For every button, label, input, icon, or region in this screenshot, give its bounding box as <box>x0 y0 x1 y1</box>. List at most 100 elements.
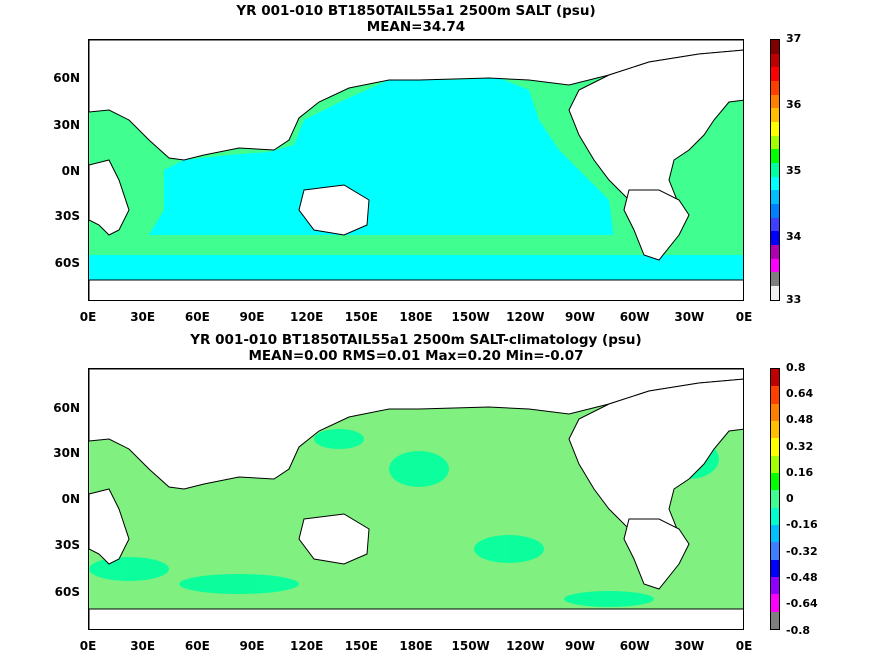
map2-lon-label: 150E <box>344 639 378 653</box>
map2-title: YR 001-010 BT1850TAIL55a1 2500m SALT-cli… <box>190 332 642 348</box>
map1-antarctica <box>89 279 743 300</box>
map1-colorbar-label: 36 <box>786 98 802 111</box>
map1-lon-label: 90W <box>565 310 595 324</box>
map1-lon-label: 120E <box>290 310 324 324</box>
map1-colorbar-swatch <box>771 190 779 205</box>
map1-lat-label: 30N <box>53 118 80 132</box>
map1-lon-label: 0E <box>79 310 97 324</box>
map1-colorbar-swatch <box>771 217 779 232</box>
map1-colorbar-swatch <box>771 135 779 150</box>
map1-southern-ocean <box>89 255 743 280</box>
map2-colorbar <box>770 368 780 630</box>
map2-lat-label: 30S <box>54 538 80 552</box>
map1-colorbar-label: 33 <box>786 293 802 306</box>
map2-lon-label: 60W <box>619 639 650 653</box>
map1-lat-label: 60S <box>54 256 80 270</box>
map2-lat-label: 30N <box>53 446 80 460</box>
map2-colorbar-swatch <box>771 576 779 595</box>
map2-colorbar-label: -0.32 <box>786 545 818 558</box>
map1-colorbar <box>770 39 780 301</box>
map2-colorbar-label: 0.8 <box>786 361 806 374</box>
map2-colorbar-swatch <box>771 594 779 612</box>
map2-colorbar-label: -0.8 <box>786 624 811 637</box>
map1-ocean-indopacific <box>89 78 614 255</box>
map2-lat-label: 0N <box>61 492 80 506</box>
map2-lon-label: 120W <box>506 639 545 653</box>
map1-lon-label: 90E <box>239 310 265 324</box>
map2-lat-label: 60N <box>53 401 80 415</box>
map2-colorbar-label: 0 <box>786 492 794 505</box>
map2-colorbar-swatch <box>771 507 779 525</box>
map2-colorbar-swatch <box>771 559 779 577</box>
map2-colorbar-swatch <box>771 490 779 508</box>
map2-land <box>89 369 743 629</box>
map2-colorbar-label: 0.64 <box>786 387 814 400</box>
map2-australia <box>298 513 370 565</box>
map2-africa-east <box>89 488 130 565</box>
map2-colorbar-swatch <box>771 455 779 473</box>
map2-colorbar-swatch <box>771 420 779 439</box>
map1-lat-label: 30S <box>54 209 80 223</box>
map1-lat-label: 0N <box>61 164 80 178</box>
map1-colorbar-swatch <box>771 81 779 95</box>
map1-subtitle: MEAN=34.74 <box>366 19 466 35</box>
map1-colorbar-swatch <box>771 176 779 191</box>
map1-title: YR 001-010 BT1850TAIL55a1 2500m SALT (ps… <box>236 3 596 19</box>
map1-colorbar-swatch <box>771 204 779 218</box>
map1-colorbar-label: 37 <box>786 32 802 45</box>
map1-lon-label: 150W <box>451 310 490 324</box>
map1-lon-label: 30W <box>674 310 705 324</box>
map2-lon-label: 30E <box>130 639 156 653</box>
map2-colorbar-swatch <box>771 472 779 491</box>
map2-lon-label: 30W <box>674 639 705 653</box>
map1-colorbar-swatch <box>771 149 779 164</box>
map1-america-north <box>568 49 743 211</box>
map1-colorbar-swatch <box>771 94 779 109</box>
map1-lon-label: 120W <box>506 310 545 324</box>
map1-colorbar-label: 35 <box>786 164 802 177</box>
map2-colorbar-swatch <box>771 403 779 421</box>
map1-colorbar-swatch <box>771 53 779 68</box>
map2-lon-label: 120E <box>290 639 324 653</box>
map1-colorbar-swatch <box>771 272 779 287</box>
map2-america-south <box>623 518 690 590</box>
map1-colorbar-swatch <box>771 40 779 54</box>
map2-subtitle: MEAN=0.00 RMS=0.01 Max=0.20 Min=-0.07 <box>248 348 584 364</box>
map2-colorbar-label: -0.64 <box>786 597 818 610</box>
map2-lon-label: 60E <box>184 639 210 653</box>
map1-svg <box>89 40 743 300</box>
map1-lon-label: 60E <box>184 310 210 324</box>
map2-colorbar-label: -0.16 <box>786 518 818 531</box>
map1-lon-label: 180E <box>399 310 433 324</box>
map2-colorbar-label: 0.48 <box>786 413 814 426</box>
map1-lon-label: 30E <box>130 310 156 324</box>
map2-america-north <box>568 378 743 540</box>
map2-antarctica <box>89 608 743 629</box>
map2-colorbar-swatch <box>771 438 779 456</box>
map1-colorbar-swatch <box>771 163 779 177</box>
map1-plot <box>88 39 744 301</box>
map2-lon-label: 90E <box>239 639 265 653</box>
map2-colorbar-swatch <box>771 386 779 404</box>
map1-colorbar-swatch <box>771 286 779 300</box>
map2-colorbar-label: 0.16 <box>786 466 814 479</box>
map1-america-south <box>623 189 690 261</box>
map2-lat-label: 60S <box>54 585 80 599</box>
map1-colorbar-swatch <box>771 108 779 123</box>
map2-lon-label: 0E <box>79 639 97 653</box>
map2-lon-label: 0E <box>735 639 753 653</box>
map2-lon-label: 150W <box>451 639 490 653</box>
map2-colorbar-swatch <box>771 611 779 629</box>
map1-colorbar-swatch <box>771 122 779 136</box>
map1-colorbar-label: 34 <box>786 230 802 243</box>
map1-africa-east <box>89 159 130 236</box>
map1-colorbar-swatch <box>771 67 779 82</box>
map2-colorbar-label: -0.48 <box>786 571 818 584</box>
map2-colorbar-swatch <box>771 369 779 387</box>
map1-colorbar-swatch <box>771 258 779 273</box>
map2-colorbar-label: 0.32 <box>786 440 814 453</box>
map2-colorbar-swatch <box>771 524 779 543</box>
map2-colorbar-swatch <box>771 542 779 560</box>
map2-lon-label: 90W <box>565 639 595 653</box>
map1-colorbar-swatch <box>771 231 779 246</box>
